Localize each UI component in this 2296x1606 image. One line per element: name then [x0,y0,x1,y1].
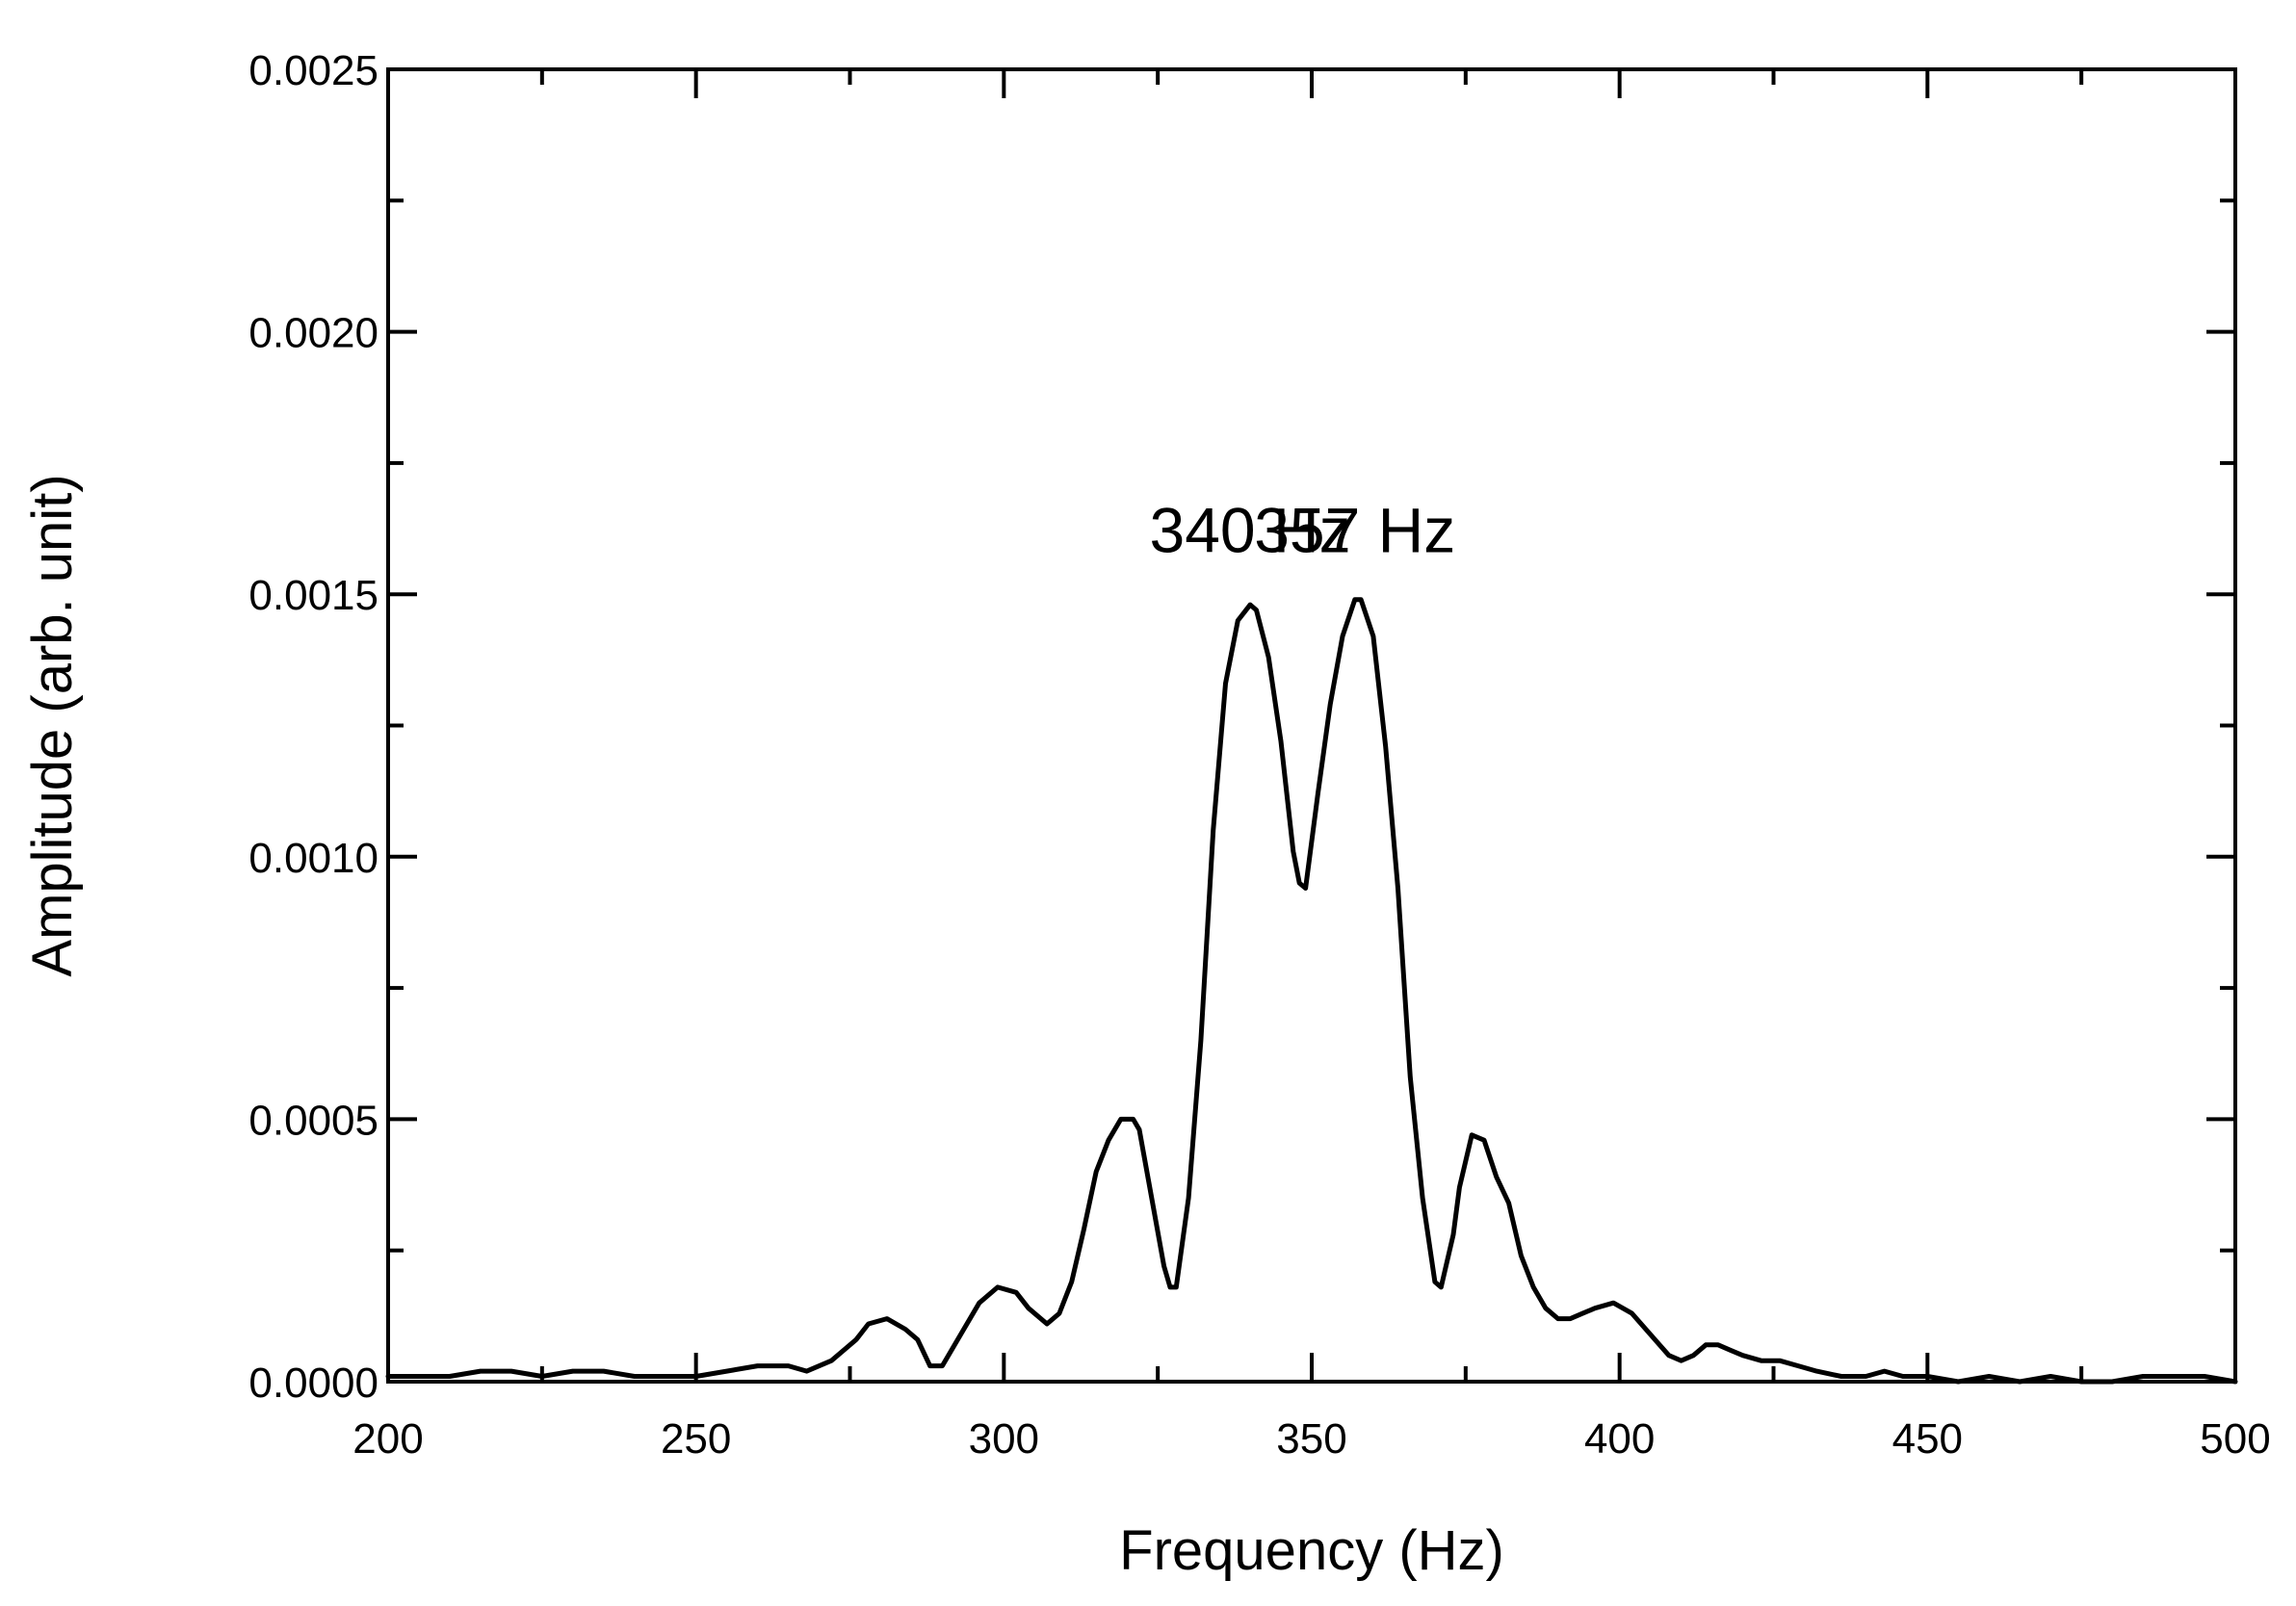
x-tick-label: 350 [1276,1415,1346,1463]
x-tick-label: 300 [969,1415,1039,1463]
x-axis-title: Frequency (Hz) [1119,1519,1504,1582]
plot-frame [386,67,2237,1384]
x-tick-label: 500 [2200,1415,2270,1463]
tick-labels: 200 250 300 350 400 450 500 0.0000 0.0005 0.0010 0… [248,47,2270,1463]
y-tick-label: 0.0000 [248,1360,378,1407]
axis-ticks [386,67,2237,1384]
y-axis-title: Amplitude (arb. unit) [21,474,84,976]
x-tick-label: 450 [1892,1415,1963,1463]
x-tick-label: 250 [661,1415,731,1463]
peak-annotation-label: 340 Hz [1150,495,1351,566]
x-tick-label: 400 [1584,1415,1655,1463]
amplitude-series-line [385,597,2238,1385]
y-tick-label: 0.0020 [248,310,378,357]
y-tick-label: 0.0010 [248,835,378,882]
y-tick-label: 0.0005 [248,1097,378,1144]
x-tick-label: 200 [352,1415,423,1463]
y-tick-label: 0.0015 [248,572,378,619]
y-tick-label: 0.0025 [248,47,378,94]
peak-annotation-label: 357 Hz [1254,495,1455,566]
